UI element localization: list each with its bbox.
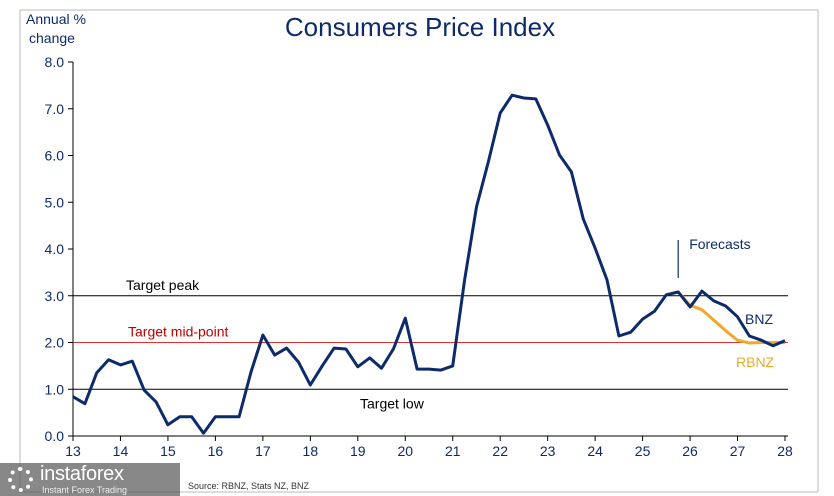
x-tick-label: 27 — [730, 443, 746, 459]
source-note: Source: RBNZ, Stats NZ, BNZ — [188, 481, 310, 491]
y-tick-label: 2.0 — [45, 335, 65, 351]
x-tick-label: 28 — [777, 443, 793, 459]
watermark: instaforex Instant Forex Trading — [0, 463, 180, 496]
x-tick-label: 13 — [65, 443, 81, 459]
x-tick-label: 26 — [682, 443, 698, 459]
x-tick-label: 20 — [397, 443, 413, 459]
y-tick-label: 0.0 — [45, 428, 65, 444]
series-line-bnz — [72, 93, 786, 435]
y-tick-label: 5.0 — [45, 194, 65, 210]
y-axis-label-line1: Annual % — [26, 11, 86, 27]
y-tick-label: 3.0 — [45, 288, 65, 304]
x-tick-label: 15 — [160, 443, 176, 459]
x-tick-label: 21 — [445, 443, 461, 459]
y-axis-label-line2: change — [29, 30, 75, 46]
reference-line-label: Target peak — [126, 277, 200, 293]
x-tick-label: 18 — [303, 443, 319, 459]
reference-line-label: Target low — [360, 395, 425, 411]
y-tick-label: 4.0 — [45, 241, 65, 257]
chart-title: Consumers Price Index — [285, 12, 555, 42]
x-tick-label: 17 — [255, 443, 271, 459]
x-tick-label: 16 — [208, 443, 224, 459]
y-tick-label: 7.0 — [45, 101, 65, 117]
plot-frame — [19, 9, 819, 493]
x-tick-label: 24 — [587, 443, 603, 459]
forecast-annotation: Forecasts — [689, 236, 750, 252]
series-label-rbnz: RBNZ — [736, 354, 775, 370]
series-label-bnz: BNZ — [745, 311, 773, 327]
watermark-tagline: Instant Forex Trading — [42, 485, 128, 495]
watermark-brand: instaforex — [40, 463, 124, 485]
reference-line-label: Target mid-point — [128, 324, 228, 340]
x-tick-label: 14 — [113, 443, 129, 459]
y-tick-label: 8.0 — [45, 54, 65, 70]
x-tick-label: 23 — [540, 443, 556, 459]
y-tick-label: 1.0 — [45, 381, 65, 397]
x-tick-label: 22 — [492, 443, 508, 459]
x-tick-label: 19 — [350, 443, 366, 459]
gear-logo-icon — [8, 467, 33, 492]
y-tick-label: 6.0 — [45, 148, 65, 164]
x-tick-label: 25 — [635, 443, 651, 459]
